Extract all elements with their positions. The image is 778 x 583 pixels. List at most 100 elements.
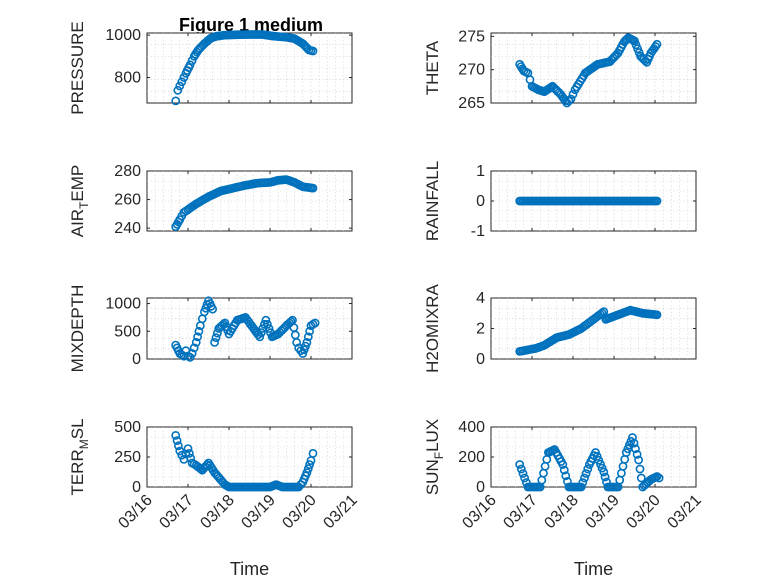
series-points: [171, 296, 320, 362]
y-tick-label: 200: [458, 449, 485, 466]
y-tick-label: 800: [114, 70, 141, 87]
x-tick-label: 03/17: [500, 492, 540, 532]
data-point: [193, 332, 202, 342]
series-points: [171, 30, 318, 106]
data-point: [520, 473, 529, 483]
data-point: [652, 310, 662, 320]
data-point: [184, 448, 194, 458]
x-tick-label: 03/20: [623, 492, 663, 532]
data-point: [208, 304, 217, 314]
x-tick-label: 03/21: [664, 492, 704, 532]
data-point: [191, 337, 201, 347]
series-points: [171, 430, 318, 492]
subplot-sun_flux: 03/16 03/17 03/18 03/19 03/20 03/21 0 200 400 SUN…: [423, 419, 705, 579]
y-axis-label: PRESSURE: [68, 21, 87, 115]
x-tick-label: 03/17: [156, 492, 196, 532]
y-tick-label: 500: [114, 419, 141, 436]
y-axis-label: MIXDEPTH: [68, 285, 87, 373]
series-points: [515, 33, 662, 108]
data-point: [292, 337, 301, 347]
data-point: [177, 77, 187, 87]
data-point: [194, 326, 204, 336]
data-point: [636, 473, 646, 483]
y-axis-label: AIRTEMP: [68, 165, 91, 238]
data-point: [173, 441, 183, 451]
data-point: [576, 482, 586, 492]
data-point: [303, 332, 313, 342]
x-tick-label: 03/18: [541, 492, 581, 532]
data-point: [175, 81, 185, 91]
data-point: [516, 464, 526, 474]
data-point: [561, 471, 571, 481]
y-tick-label: 0: [132, 351, 141, 368]
y-tick-label: -1: [471, 223, 485, 240]
x-tick-label: 03/16: [115, 492, 155, 532]
series-points: [515, 433, 664, 492]
subplot-mixdepth: 0 500 1000 MIXDEPTH: [68, 285, 353, 373]
series-points: [515, 305, 662, 356]
subplot-terr_msl: 03/16 03/17 03/18 03/19 03/20 03/21 0 250 500 TER…: [68, 418, 361, 579]
subplot-pressure: 800 1000 PRESSURE: [68, 21, 353, 115]
y-tick-label: 275: [458, 28, 485, 45]
data-point: [179, 351, 189, 361]
x-axis-label: Time: [574, 559, 613, 579]
data-point: [559, 465, 569, 475]
y-tick-label: 400: [458, 419, 485, 436]
data-point: [566, 94, 576, 104]
y-axis-label: SUNFLUX: [423, 419, 446, 495]
data-point: [173, 85, 183, 95]
data-point: [302, 468, 312, 477]
data-point: [187, 349, 197, 358]
y-tick-label: 0: [132, 479, 141, 496]
subplot-theta: 265 270 275 THETA: [423, 28, 697, 112]
y-axis-label: TERRMSL: [68, 418, 91, 495]
y-tick-label: 500: [114, 323, 141, 340]
data-point: [264, 324, 274, 333]
data-point: [308, 46, 318, 56]
figure-title: Figure 1 medium: [179, 15, 323, 35]
data-point: [256, 328, 266, 338]
data-point: [183, 444, 193, 453]
data-point: [599, 467, 609, 477]
subplot-rainfall: -1 0 1 RAINFALL: [423, 161, 697, 241]
data-point: [600, 472, 610, 482]
y-tick-label: 250: [114, 449, 141, 466]
data-point: [305, 460, 314, 469]
data-point: [583, 464, 593, 474]
y-tick-label: 240: [114, 220, 141, 237]
data-point: [302, 337, 312, 347]
x-tick-label: 03/19: [582, 492, 622, 532]
data-point: [261, 315, 271, 325]
y-tick-label: 0: [476, 351, 485, 368]
data-point: [255, 332, 265, 342]
data-point: [308, 183, 318, 193]
y-axis-label: H2OMIXRA: [423, 283, 442, 372]
data-point: [652, 196, 662, 206]
data-point: [518, 469, 528, 478]
y-tick-label: 265: [458, 95, 485, 112]
data-point: [189, 343, 199, 353]
y-tick-label: 280: [114, 163, 141, 180]
data-point: [580, 473, 589, 483]
data-point: [187, 56, 197, 65]
x-tick-label: 03/21: [320, 492, 360, 532]
y-tick-label: 0: [476, 479, 485, 496]
x-tick-label: 03/16: [459, 492, 499, 532]
data-point: [564, 96, 574, 106]
data-point: [171, 96, 181, 106]
data-point: [629, 438, 639, 448]
data-point: [599, 307, 609, 317]
y-tick-label: 1: [476, 163, 485, 180]
data-point: [305, 326, 314, 336]
x-tick-label: 03/19: [238, 492, 278, 532]
y-tick-label: 270: [458, 62, 485, 79]
data-point: [310, 318, 320, 328]
data-point: [558, 460, 568, 469]
data-point: [308, 448, 318, 458]
y-tick-label: 0: [476, 193, 485, 210]
data-point: [262, 319, 272, 329]
data-point: [185, 60, 195, 70]
data-point: [631, 444, 640, 454]
